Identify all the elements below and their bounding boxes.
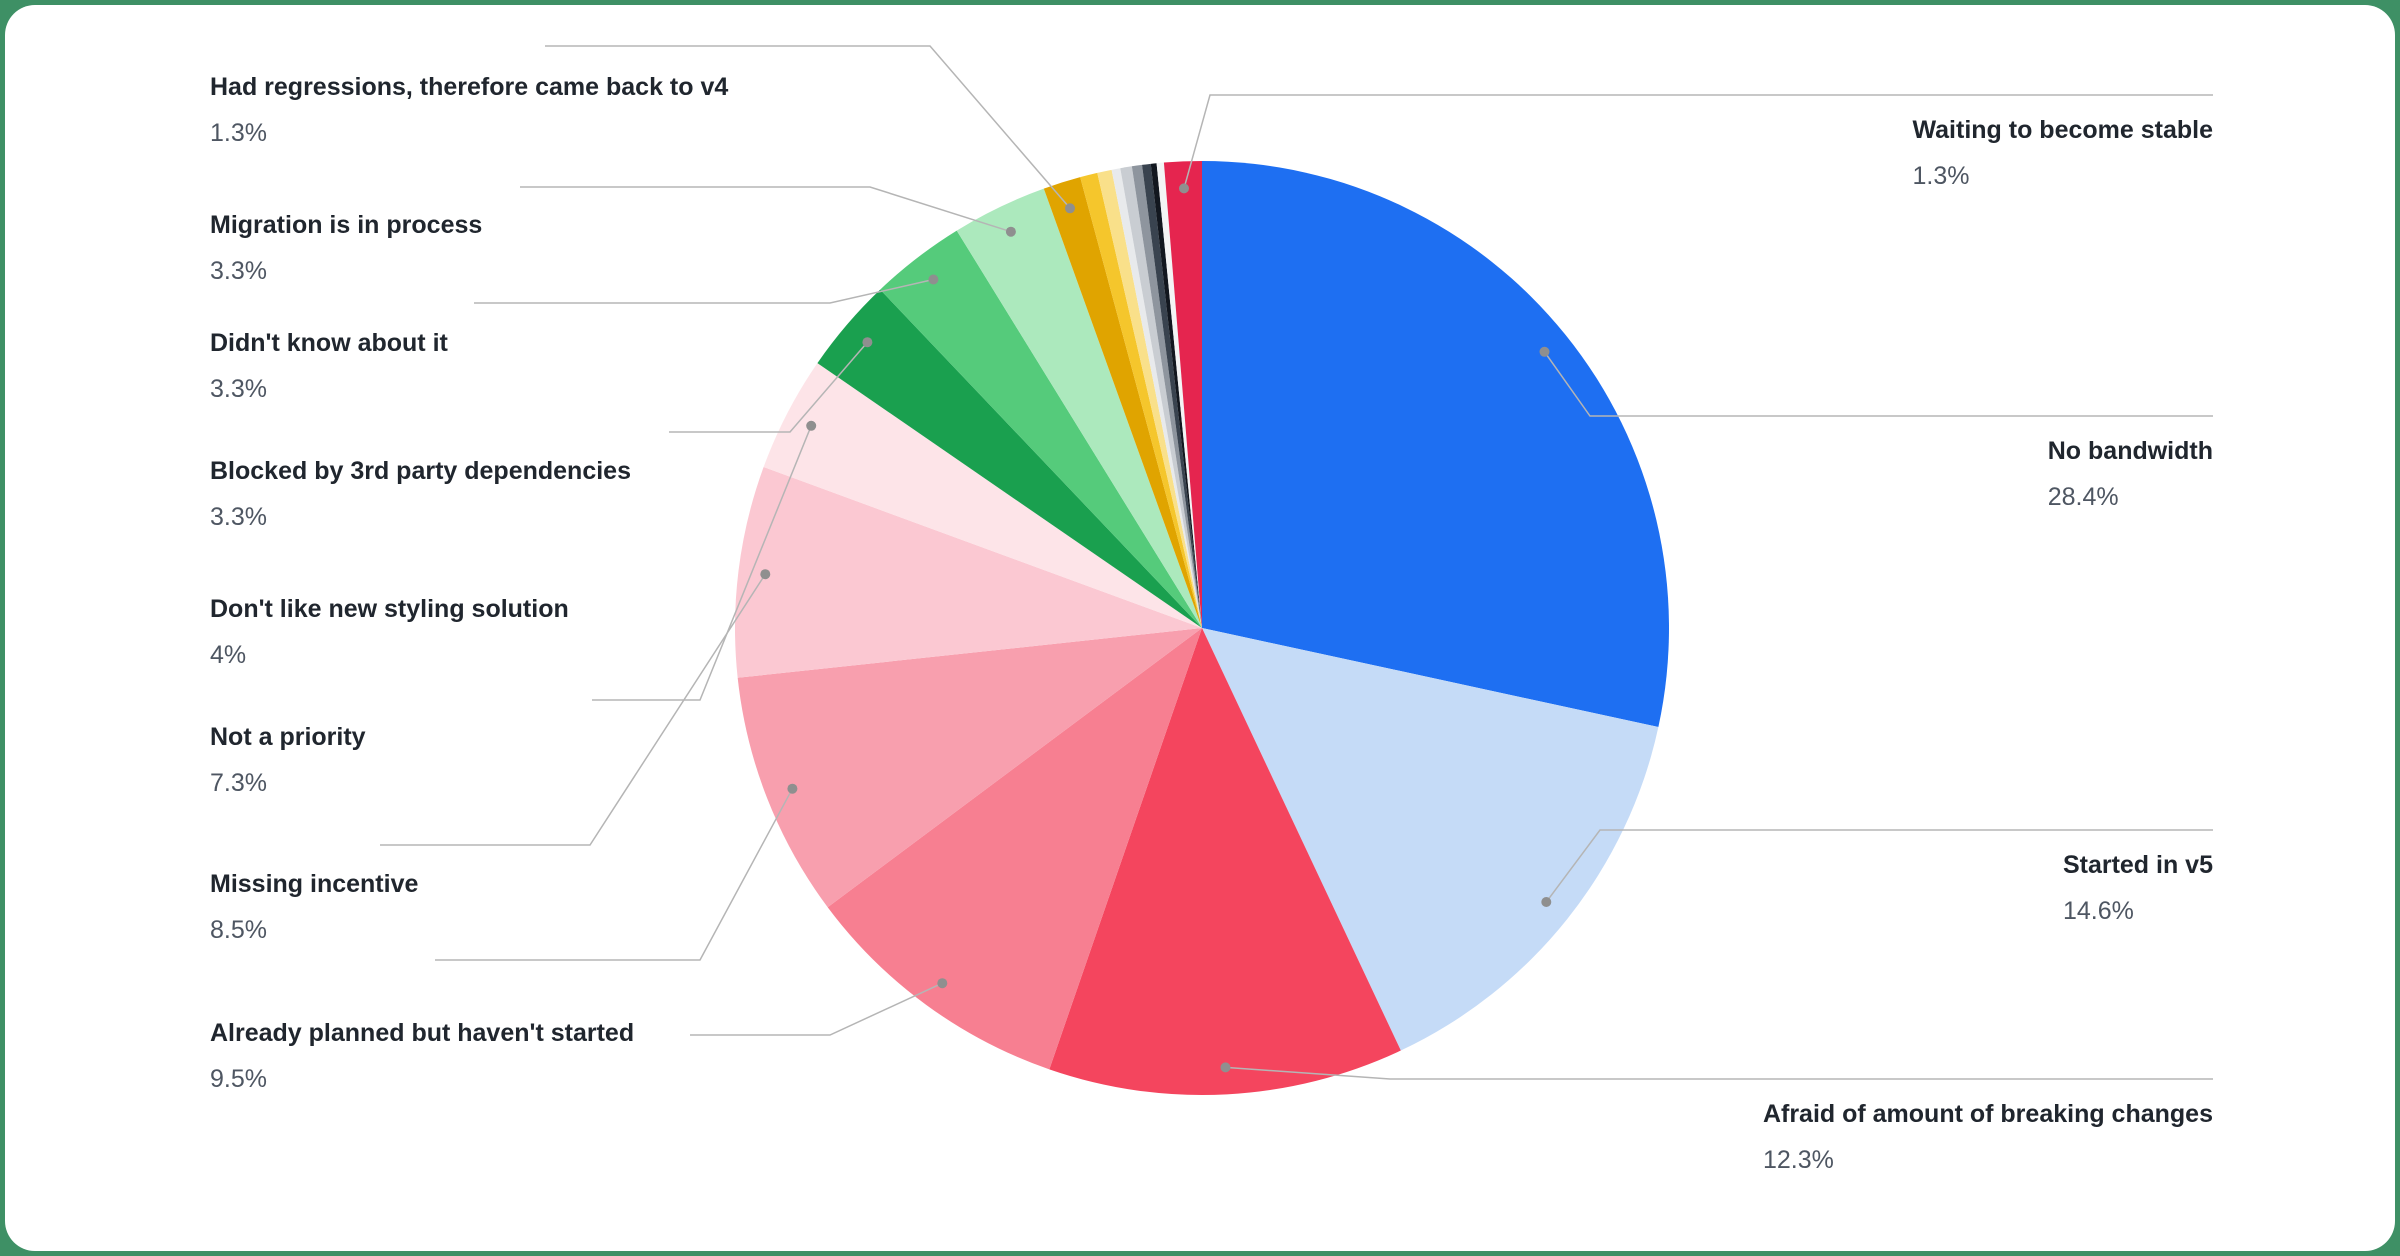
leader-dot [1005,226,1016,237]
pie-slice-small[interactable] [1156,162,1202,628]
chart-card: No bandwidth 28.4% Started in v5 14.6% Afrai… [5,5,2395,1251]
leader-line [1183,94,2213,189]
slice-percent: 14.6% [2063,897,2134,925]
slice-label: No bandwidth [2048,437,2213,465]
pie-slice-small[interactable] [1120,166,1202,629]
pie-slices [734,161,1669,1095]
pie-slice-afraid-of-amount-of-breaking-changes[interactable] [1049,628,1401,1095]
slice-label: Had regressions, therefore came back to … [210,73,728,101]
slice-label: Not a priority [210,723,366,751]
pie-slice-small[interactable] [1080,172,1202,628]
slice-label: Afraid of amount of breaking changes [1763,1100,2213,1128]
leader-dot [862,337,873,348]
pie-slice-small[interactable] [1131,164,1202,628]
leader-dot [787,783,798,794]
slice-percent: 28.4% [2048,483,2119,511]
pie-slice-no-bandwidth[interactable] [1202,161,1669,728]
leader-dot [1179,183,1189,194]
slice-percent: 3.3% [210,375,267,403]
pie-chart: No bandwidth 28.4% Started in v5 14.6% Afrai… [210,45,2213,1174]
leader-dot [1539,346,1550,357]
leader-dot [1541,897,1552,907]
pie-slice-blocked-by-3rd-party-dependencies[interactable] [817,289,1202,628]
slice-percent: 8.5% [210,916,267,944]
slice-label: Don't like new styling solution [210,595,569,623]
slice-label: Didn't know about it [210,329,449,357]
slice-label: Already planned but haven't started [210,1019,634,1047]
slice-label: Started in v5 [2063,851,2213,879]
slice-percent: 4% [210,641,246,669]
leader-line [380,573,766,846]
leader-line [520,186,1012,233]
slice-label: Migration is in process [210,211,482,239]
pie-slice-waiting-to-become-stable[interactable] [1163,161,1202,628]
pie-slice-small[interactable] [1150,163,1202,628]
leader-dot [1065,203,1075,214]
slice-percent: 7.3% [210,769,267,797]
leader-dot [937,978,948,989]
pie-slice-had-regressions-therefore-came-back-to-v[interactable] [1043,177,1202,629]
slice-percent: 9.5% [210,1065,267,1093]
leader-lines [380,45,2213,1080]
pie-slice-missing-incentive[interactable] [737,628,1202,908]
slice-label: Blocked by 3rd party dependencies [210,457,631,485]
pie-slice-small[interactable] [1111,168,1202,628]
leader-line [474,278,934,304]
leader-dot [760,569,771,580]
pie-slice-don-t-like-new-styling-solution[interactable] [763,363,1202,628]
leader-line [669,341,868,433]
leader-line [690,982,943,1036]
slice-percent: 3.3% [210,257,267,285]
pie-slice-small[interactable] [1142,163,1202,628]
pie-slice-small[interactable] [1097,169,1202,628]
slice-percent: 1.3% [1912,162,1969,190]
leader-line [1545,829,2213,903]
slice-label: Missing incentive [210,870,418,898]
pie-slice-already-planned-but-haven-t-started[interactable] [827,628,1202,1070]
leader-dot [1220,1062,1231,1073]
slice-percent: 1.3% [210,119,267,147]
slice-label: Waiting to become stable [1912,116,2213,144]
pie-slice-didn-t-know-about-it[interactable] [880,230,1202,628]
leader-line [1225,1066,2213,1080]
leader-dot [806,420,817,431]
leader-dot [928,274,939,285]
leader-line [435,788,794,961]
pie-slice-not-a-priority[interactable] [734,467,1202,678]
slice-percent: 3.3% [210,503,267,531]
leader-line [1543,351,2213,417]
leader-line [592,425,812,701]
slice-labels: No bandwidth 28.4% Started in v5 14.6% Afrai… [210,73,2213,1174]
slice-percent: 12.3% [1763,1146,1834,1174]
pie-slice-migration-is-in-process[interactable] [956,188,1202,629]
leader-line [545,45,1071,209]
pie-slice-started-in-v5[interactable] [1202,628,1659,1051]
